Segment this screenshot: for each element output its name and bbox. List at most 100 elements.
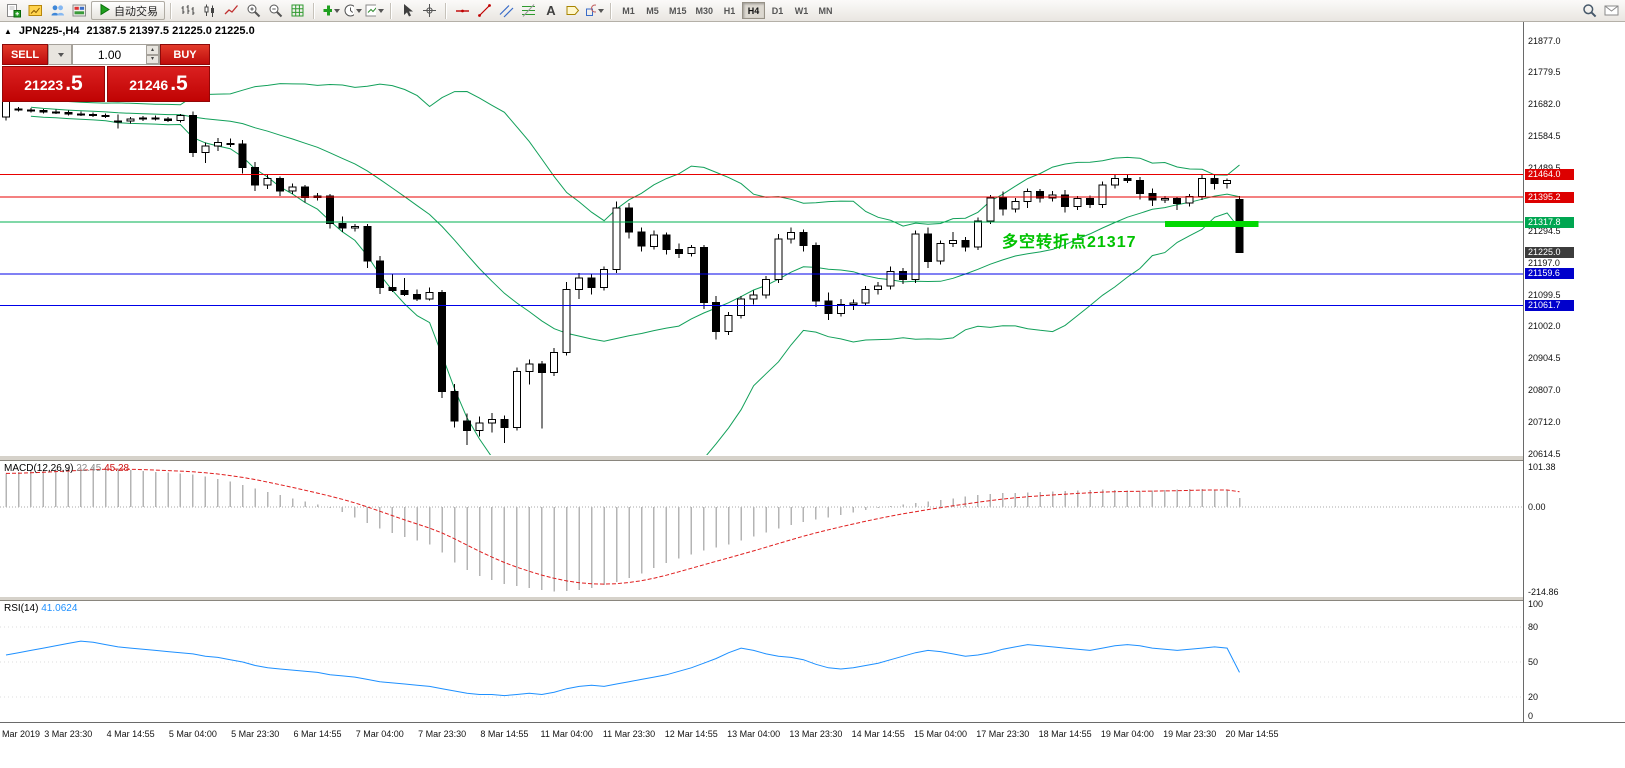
volume-input[interactable]	[73, 45, 146, 64]
shapes-tool-icon[interactable]	[584, 0, 605, 21]
search-icon[interactable]	[1579, 0, 1600, 21]
indicators-add-icon[interactable]	[320, 0, 341, 21]
toolbar-separator	[610, 2, 612, 19]
channel-tool-icon[interactable]	[496, 0, 517, 21]
macd-chart-canvas[interactable]	[0, 461, 1523, 596]
main-chart-canvas[interactable]	[0, 22, 1523, 455]
svg-text:A: A	[546, 3, 556, 18]
mail-icon[interactable]	[1601, 0, 1622, 21]
time-label: 18 Mar 14:55	[1038, 729, 1092, 739]
fibonacci-tool-icon[interactable]	[518, 0, 539, 21]
time-label: 13 Mar 23:30	[789, 729, 843, 739]
bar-chart-icon[interactable]	[177, 0, 198, 21]
price-label: 20904.5	[1528, 353, 1561, 364]
price-label: 20712.0	[1528, 416, 1561, 427]
navigator-icon[interactable]	[47, 0, 68, 21]
panel-divider[interactable]	[0, 455, 1523, 461]
macd-signal-value: 45.28	[104, 463, 130, 474]
buy-price-pips: .5	[170, 72, 188, 95]
zoom-in-icon[interactable]	[243, 0, 264, 21]
label-tool-icon[interactable]	[562, 0, 583, 21]
candlestick-chart-icon[interactable]	[199, 0, 220, 21]
toolbar-separator	[390, 2, 392, 19]
timeframe-M5-button[interactable]: M5	[641, 2, 664, 19]
panel-divider[interactable]	[0, 596, 1523, 601]
time-label: 6 Mar 14:55	[293, 729, 342, 739]
volume-decrease-button[interactable]: ▾	[146, 54, 159, 64]
timeframe-D1-button[interactable]: D1	[766, 2, 789, 19]
timeframe-H4-button[interactable]: H4	[742, 2, 766, 19]
time-label: 8 Mar 14:55	[480, 729, 529, 739]
time-label: 3 Mar 23:30	[44, 729, 93, 739]
terminal-icon[interactable]	[69, 0, 90, 21]
volume-increase-button[interactable]: ▴	[146, 45, 159, 55]
price-badge: 21395.2	[1525, 191, 1574, 203]
price-label: 20807.0	[1528, 385, 1561, 395]
sell-price-pips: .5	[65, 72, 83, 95]
timeframe-H1-button[interactable]: H1	[718, 2, 741, 19]
sell-button[interactable]: SELL	[2, 44, 48, 65]
periods-clock-icon[interactable]	[342, 0, 363, 21]
volume-spinner: ▴ ▾	[146, 45, 159, 64]
templates-icon[interactable]	[364, 0, 385, 21]
zoom-out-icon[interactable]	[265, 0, 286, 21]
auto-trading-button[interactable]: 自动交易	[91, 1, 165, 20]
timeframe-M30-button[interactable]: M30	[692, 2, 718, 19]
text-tool-icon[interactable]: A	[540, 0, 561, 21]
toolbar-separator	[313, 2, 315, 19]
macd-scale-label: -214.86	[1528, 586, 1559, 597]
price-label: 21489.5	[1528, 162, 1561, 173]
time-label: 7 Mar 04:00	[355, 729, 404, 739]
rsi-name: RSI(14)	[4, 603, 39, 614]
time-label: 5 Mar 04:00	[168, 729, 217, 739]
highlight-trendline	[1164, 221, 1259, 228]
macd-histogram	[5, 467, 1241, 592]
buy-price-button[interactable]: 21246.5	[107, 66, 210, 102]
rsi-scale-label: 20	[1528, 691, 1539, 702]
buy-button[interactable]: BUY	[160, 44, 210, 65]
hline-tool-icon[interactable]	[452, 0, 473, 21]
timeframe-M15-button[interactable]: M15	[665, 2, 691, 19]
rsi-value: 41.0624	[41, 603, 78, 614]
cursor-icon[interactable]	[397, 0, 418, 21]
crosshair-icon[interactable]	[419, 0, 440, 21]
chevron-down-icon	[598, 8, 604, 13]
time-label: 19 Mar 23:30	[1163, 729, 1217, 739]
time-label: 4 Mar 14:55	[106, 729, 155, 739]
timeframe-MN-button[interactable]: MN	[814, 2, 837, 19]
sell-price-button[interactable]: 21223.5	[2, 66, 105, 102]
timeframe-W1-button[interactable]: W1	[790, 2, 813, 19]
price-label: 21584.5	[1528, 130, 1561, 141]
time-label: 19 Mar 04:00	[1100, 729, 1154, 739]
chevron-down-icon	[378, 8, 384, 13]
rsi-scale-label: 50	[1528, 657, 1539, 667]
time-label: 15 Mar 04:00	[913, 729, 968, 739]
price-label: 21197.0	[1528, 257, 1560, 268]
horizontal-lines	[0, 174, 1523, 307]
bollinger-bands	[30, 83, 1240, 455]
timeframe-M1-button[interactable]: M1	[617, 2, 640, 19]
time-label: 12 Mar 14:55	[664, 729, 718, 739]
time-label: 5 Mar 23:30	[231, 729, 280, 739]
price-axis[interactable]: 21877.021779.521682.021584.521489.521392…	[1523, 22, 1625, 722]
toolbar-separator	[170, 2, 172, 19]
price-label: 21294.5	[1528, 226, 1561, 237]
line-chart-icon[interactable]	[221, 0, 242, 21]
auto-trading-label: 自动交易	[114, 5, 158, 18]
annotation-text[interactable]: 多空转折点21317	[1002, 234, 1137, 251]
grid-icon[interactable]	[287, 0, 308, 21]
rsi-chart-canvas[interactable]	[0, 601, 1523, 722]
time-label: 17 Mar 23:30	[976, 729, 1030, 739]
market-watch-icon[interactable]	[25, 0, 46, 21]
time-label: 13 Mar 04:00	[727, 729, 781, 739]
price-label: 20614.5	[1528, 448, 1561, 459]
toolbar: 自动交易 A M1 M5 M15 M30 H1 H4 D1 W1 MN	[0, 0, 1625, 22]
macd-scale-label: 0.00	[1528, 502, 1546, 512]
volume-dropdown-button[interactable]	[48, 44, 72, 65]
time-label: 11 Mar 04:00	[540, 729, 593, 739]
time-axis[interactable]: Mar 2019 3 Mar 23:30 4 Mar 14:55 5 Mar 04:0…	[0, 722, 1625, 748]
trendline-tool-icon[interactable]	[474, 0, 495, 21]
time-label: 11 Mar 23:30	[602, 729, 656, 739]
price-badge: 21317.8	[1525, 216, 1574, 228]
new-order-icon[interactable]	[3, 0, 24, 21]
